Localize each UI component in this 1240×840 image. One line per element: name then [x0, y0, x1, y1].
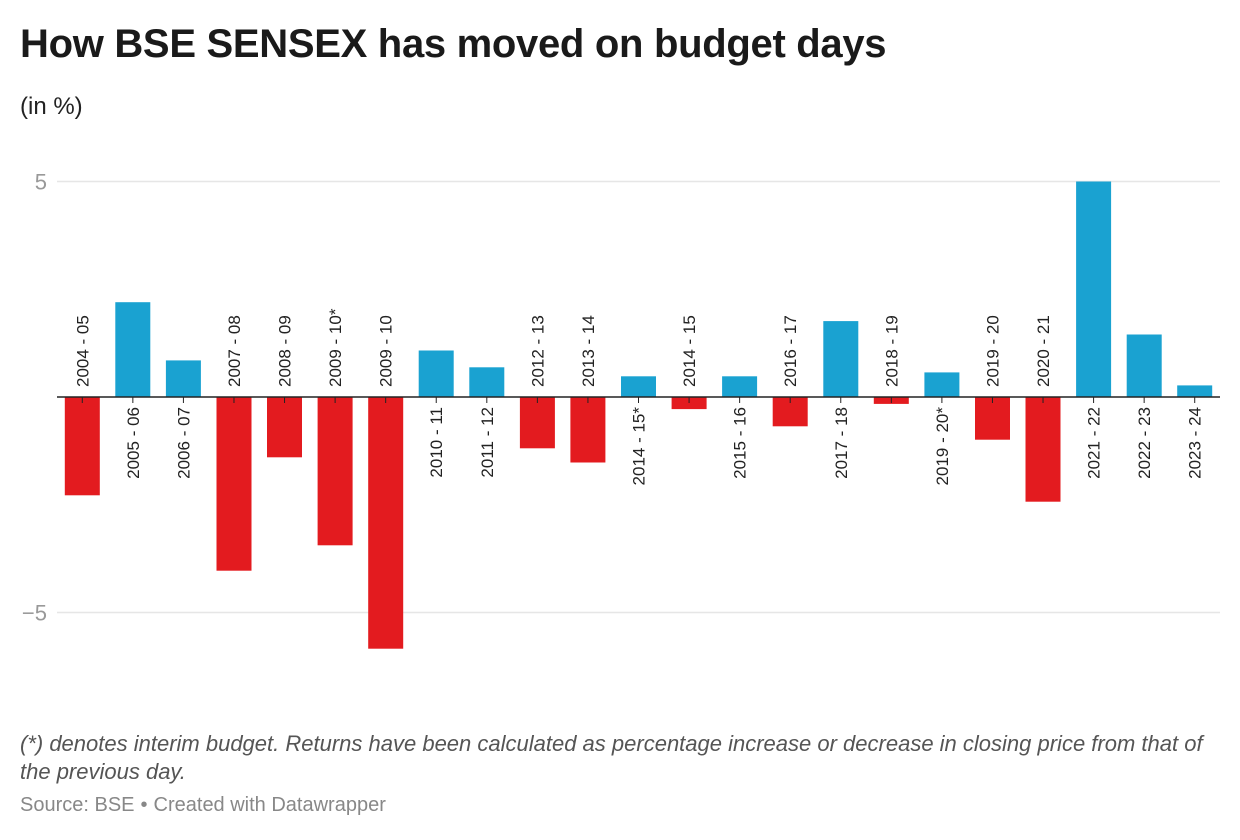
bar	[317, 397, 353, 546]
category-label: 2010 - 11	[427, 407, 446, 478]
bar	[1126, 334, 1162, 397]
chart-subtitle: (in %)	[20, 93, 83, 120]
bar-chart: 5 −5 2004 - 05 2005 - 06 2006 - 07 2007 - 08 2…	[22, 170, 1220, 649]
bar	[671, 397, 707, 410]
bar	[924, 372, 960, 397]
category-label: 2017 - 18	[832, 407, 851, 479]
bar	[570, 397, 606, 463]
footnote: (*) denotes interim budget. Returns have…	[20, 731, 1203, 784]
bar	[1025, 397, 1061, 502]
category-label: 2018 - 19	[882, 315, 901, 387]
bar	[1076, 181, 1112, 397]
category-label: 2020 - 21	[1034, 315, 1053, 387]
category-label: 2022 - 23	[1135, 407, 1154, 479]
bar	[368, 397, 404, 649]
bar	[1177, 385, 1213, 397]
category-label: 2019 - 20	[983, 315, 1002, 387]
chart-title: How BSE SENSEX has moved on budget days	[20, 22, 887, 66]
category-label: 2007 - 08	[225, 315, 244, 387]
category-label: 2013 - 14	[579, 315, 598, 387]
category-label: 2019 - 20*	[933, 407, 952, 486]
category-label: 2012 - 13	[528, 315, 547, 387]
source-label: Source: BSE	[20, 794, 135, 816]
category-label: 2011 - 12	[478, 407, 497, 478]
bar	[823, 321, 859, 397]
category-label: 2004 - 05	[73, 315, 92, 387]
category-label: 2014 - 15	[680, 315, 699, 387]
category-label: 2009 - 10*	[326, 308, 345, 387]
bar	[519, 397, 555, 449]
bar	[165, 360, 201, 397]
bar	[469, 367, 505, 397]
separator-dot: •	[140, 794, 148, 816]
category-label: 2009 - 10	[377, 315, 396, 387]
bar	[216, 397, 252, 571]
category-label: 2015 - 16	[731, 407, 750, 479]
source-line: Source: BSE • Created with Datawrapper	[20, 794, 386, 817]
bar	[64, 397, 100, 496]
category-label: 2016 - 17	[781, 315, 800, 387]
category-label: 2023 - 24	[1186, 407, 1205, 479]
category-label: 2021 - 22	[1085, 407, 1104, 479]
category-label: 2008 - 09	[276, 315, 295, 387]
bar	[115, 302, 151, 397]
bar	[418, 350, 454, 397]
category-label: 2006 - 07	[174, 407, 193, 479]
bar	[975, 397, 1010, 440]
y-tick-label: 5	[35, 170, 47, 195]
bar	[621, 376, 656, 397]
category-label: 2005 - 06	[124, 407, 143, 479]
credit-label: Created with Datawrapper	[153, 794, 386, 816]
y-tick-label: −5	[22, 601, 47, 626]
bar	[722, 376, 758, 397]
bar	[267, 397, 302, 458]
category-label: 2014 - 15*	[630, 407, 649, 486]
